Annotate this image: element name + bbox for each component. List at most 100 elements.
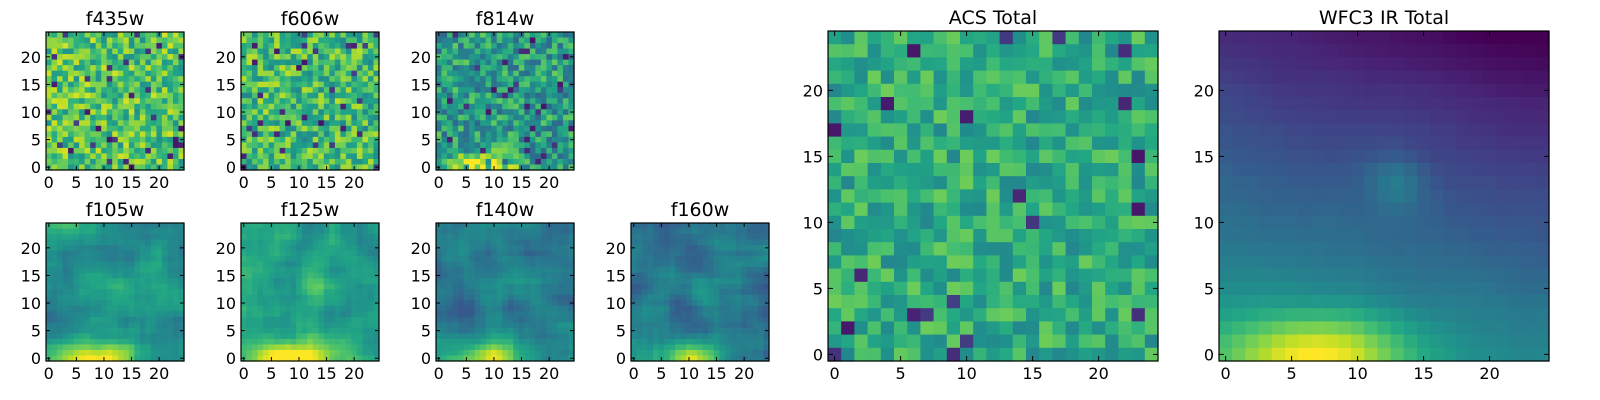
heatmap-cell (719, 239, 726, 246)
heatmap-cell (95, 283, 102, 290)
heatmap-cell (318, 153, 325, 160)
x-tick-label: 0 (239, 173, 249, 192)
heatmap-cell (312, 239, 319, 246)
heatmap-cell (84, 114, 91, 121)
heatmap-cell (307, 37, 314, 44)
heatmap-cell (373, 43, 380, 50)
heatmap-cell (447, 311, 454, 318)
heatmap-cell (106, 267, 113, 274)
heatmap-cell (246, 311, 253, 318)
heatmap-cell (290, 158, 297, 166)
heatmap-cell (907, 123, 921, 138)
heatmap-cell (496, 92, 503, 99)
heatmap-cell (57, 278, 64, 285)
heatmap-cell (51, 294, 58, 301)
heatmap-cell (686, 333, 693, 340)
heatmap-cell (139, 333, 146, 340)
heatmap-cell (1144, 97, 1159, 111)
heatmap-cell (128, 228, 135, 235)
heatmap-cell (112, 278, 119, 285)
heatmap-cell (535, 283, 542, 290)
y-tick-label: 20 (21, 48, 41, 67)
heatmap-cell (79, 338, 86, 346)
heatmap-cell (730, 272, 737, 279)
heatmap-cell (907, 70, 921, 85)
heatmap-cell (178, 37, 185, 44)
heatmap-cell (156, 256, 163, 263)
heatmap-cell (524, 76, 531, 83)
heatmap-cell (474, 316, 481, 323)
heatmap-cell (139, 349, 146, 357)
heatmap-cell (458, 76, 465, 83)
heatmap-cell (79, 37, 86, 44)
heatmap-cell (708, 234, 715, 241)
heatmap-cell (307, 87, 314, 94)
x-tick-label: 10 (289, 364, 309, 383)
heatmap-cell (178, 32, 185, 39)
heatmap-cell (452, 70, 459, 77)
heatmap-cell (117, 239, 124, 246)
heatmap-cell (101, 59, 108, 66)
heatmap-cell (362, 76, 369, 83)
heatmap-cell (724, 234, 731, 241)
heatmap-cell (307, 65, 314, 72)
heatmap-cell (362, 164, 369, 171)
heatmap-cell (647, 338, 654, 346)
heatmap-cell (307, 333, 314, 340)
heatmap-cell (62, 338, 69, 346)
heatmap-cell (134, 81, 141, 88)
heatmap-cell (373, 267, 380, 274)
heatmap-cell (123, 256, 130, 263)
heatmap-cell (675, 245, 682, 252)
heatmap-cell (274, 32, 281, 39)
heatmap-cell (724, 239, 731, 246)
heatmap-cell (156, 327, 163, 334)
heatmap-cell (1039, 176, 1053, 190)
heatmap-cell (57, 131, 64, 138)
heatmap-cell (123, 267, 130, 274)
heatmap-cell (95, 158, 102, 166)
heatmap-cell (452, 109, 459, 116)
heatmap-cell (664, 322, 671, 329)
heatmap-cell (296, 120, 303, 127)
heatmap-cell (123, 120, 130, 127)
heatmap-cell (79, 131, 86, 138)
heatmap-cell (252, 289, 259, 296)
heatmap-cell (139, 256, 146, 263)
heatmap-cell (708, 267, 715, 274)
heatmap-cell (647, 327, 654, 334)
heatmap-cell (724, 322, 731, 329)
heatmap-cell (290, 120, 297, 127)
heatmap-cell (101, 272, 108, 279)
heatmap-cell (441, 109, 448, 116)
heatmap-cell (263, 344, 270, 351)
heatmap-cell (647, 316, 654, 323)
heatmap-cell (150, 245, 157, 252)
heatmap-cell (95, 294, 102, 301)
heatmap-cell (920, 176, 935, 190)
heatmap-cell (458, 327, 465, 334)
heatmap-cell (485, 59, 492, 66)
heatmap-cell (631, 338, 638, 346)
heatmap-cell (1012, 123, 1027, 138)
heatmap-cell (373, 305, 380, 312)
heatmap-cell (680, 311, 687, 318)
heatmap-cell (447, 245, 454, 252)
heatmap-cell (351, 327, 358, 334)
heatmap-cell (551, 120, 559, 127)
heatmap-cell (452, 92, 459, 99)
heatmap-cell (496, 355, 503, 362)
heatmap-cell (345, 327, 352, 334)
heatmap-cell (296, 109, 303, 116)
heatmap-cell (351, 131, 358, 138)
heatmap-cell (562, 32, 570, 39)
heatmap-cell (323, 43, 330, 50)
heatmap-cell (507, 316, 514, 323)
heatmap-cell (1118, 189, 1133, 204)
heatmap-cell (1078, 149, 1093, 164)
heatmap-cell (68, 98, 75, 105)
heatmap-cell (1118, 70, 1133, 85)
heatmap-cell (117, 289, 124, 296)
heatmap-cell (123, 43, 130, 50)
heatmap-cell (986, 110, 1001, 124)
